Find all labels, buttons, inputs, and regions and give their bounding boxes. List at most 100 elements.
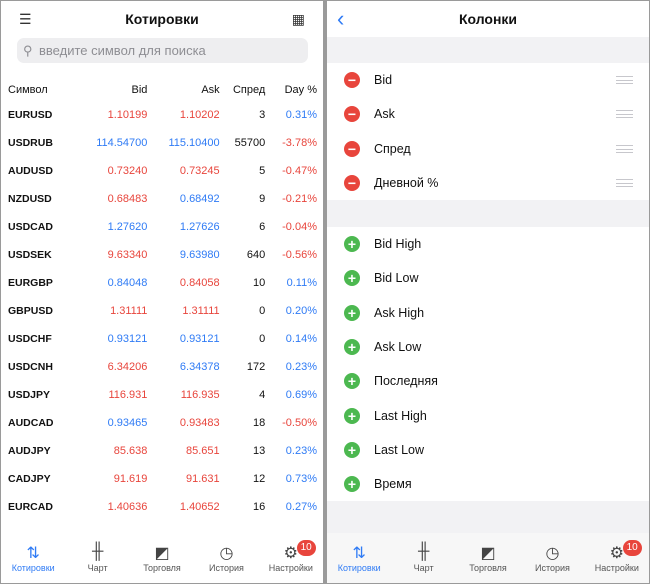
- table-row[interactable]: NZDUSD 0.68483 0.68492 9 -0.21%: [1, 185, 323, 213]
- available-column-item: + Last High: [327, 398, 649, 432]
- ask: 0.84058: [179, 277, 220, 289]
- remove-icon[interactable]: −: [344, 72, 360, 89]
- ask: 116.935: [180, 389, 220, 401]
- table-row[interactable]: EURUSD 1.10199 1.10202 3 0.31%: [1, 101, 323, 129]
- available-columns-list: + Bid High + Bid Low + Ask High + Ask Low + После…: [327, 227, 649, 502]
- column-label: Last High: [374, 408, 427, 423]
- symbol: USDCHF: [8, 333, 52, 345]
- bid: 6.34206: [107, 361, 148, 373]
- bid: 0.84048: [107, 277, 148, 289]
- drag-handle-icon[interactable]: [616, 110, 633, 119]
- table-row[interactable]: AUDJPY 85.638 85.651 13 0.23%: [1, 437, 323, 465]
- symbol: EURUSD: [8, 109, 53, 121]
- tab-gear[interactable]: ⚙ Настройки 10: [585, 533, 649, 583]
- available-column-item: + Время: [327, 467, 649, 501]
- quotes-header: ☰ Котировки ▦: [1, 1, 323, 37]
- column-label: Последняя: [374, 374, 438, 389]
- tab-label: История: [208, 563, 244, 573]
- tab-gear[interactable]: ⚙ Настройки 10: [259, 533, 323, 583]
- table-row[interactable]: USDCAD 1.27620 1.27626 6 -0.04%: [1, 213, 323, 241]
- column-label: Ask: [374, 107, 395, 122]
- bid: 0.68483: [107, 193, 148, 205]
- bid: 0.93465: [107, 417, 148, 429]
- ask: 115.10400: [168, 137, 220, 149]
- tab-history[interactable]: ◷ История: [194, 533, 258, 583]
- ask: 0.68492: [179, 193, 220, 205]
- table-row[interactable]: GBPUSD 1.31111 1.31111 0 0.20%: [1, 297, 323, 325]
- symbol: EURGBP: [8, 277, 53, 289]
- add-icon[interactable]: +: [344, 441, 360, 458]
- add-icon[interactable]: +: [344, 476, 360, 493]
- day-change: 0.23%: [285, 361, 317, 373]
- bid: 85.638: [113, 445, 148, 457]
- table-row[interactable]: USDCHF 0.93121 0.93121 0 0.14%: [1, 325, 323, 353]
- ask: 6.34378: [179, 361, 220, 373]
- spread: 4: [259, 389, 266, 401]
- col-symbol[interactable]: Символ: [8, 84, 48, 96]
- notification-badge: 10: [622, 540, 642, 556]
- columns-icon[interactable]: ▦: [291, 11, 305, 27]
- add-icon[interactable]: +: [344, 339, 360, 356]
- add-icon[interactable]: +: [344, 407, 360, 424]
- column-label: Время: [374, 477, 412, 492]
- day-change: 0.69%: [285, 389, 317, 401]
- column-label: Спред: [374, 141, 411, 156]
- remove-icon[interactable]: −: [344, 175, 360, 192]
- page-title: Колонки: [458, 11, 518, 27]
- remove-icon[interactable]: −: [344, 106, 360, 123]
- col-bid[interactable]: Bid: [131, 84, 148, 96]
- chart-icon: ╫: [417, 543, 430, 560]
- ask: 1.40652: [179, 501, 220, 513]
- ask: 0.93121: [179, 333, 220, 345]
- table-row[interactable]: USDSEK 9.63340 9.63980 640 -0.56%: [1, 241, 323, 269]
- trade-icon: ◩: [154, 545, 170, 562]
- ask: 0.73245: [179, 165, 220, 177]
- table-row[interactable]: EURGBP 0.84048 0.84058 10 0.11%: [1, 269, 323, 297]
- tab-quotes[interactable]: ⇅ Котировки: [327, 533, 391, 583]
- drag-handle-icon[interactable]: [616, 144, 633, 153]
- col-ask[interactable]: Ask: [201, 84, 220, 96]
- available-column-item: + Последняя: [327, 364, 649, 398]
- tab-label: Чарт: [413, 563, 434, 573]
- notification-badge: 10: [296, 540, 316, 556]
- day-change: 0.27%: [285, 501, 317, 513]
- table-row[interactable]: AUDUSD 0.73240 0.73245 5 -0.47%: [1, 157, 323, 185]
- columns-header: ‹ Колонки: [327, 1, 649, 37]
- drag-handle-icon[interactable]: [616, 178, 633, 187]
- add-icon[interactable]: +: [344, 373, 360, 390]
- tab-history[interactable]: ◷ История: [520, 533, 584, 583]
- add-icon[interactable]: +: [344, 270, 360, 287]
- history-icon: ◷: [545, 545, 560, 562]
- day-change: -0.50%: [282, 417, 317, 429]
- tab-chart[interactable]: ╫ Чарт: [391, 533, 455, 583]
- bid: 9.63340: [107, 249, 148, 261]
- tab-trade[interactable]: ◩ Торговля: [456, 533, 520, 583]
- search-input[interactable]: ⚲ введите символ для поиска: [17, 38, 308, 63]
- spread: 172: [246, 361, 266, 373]
- table-row[interactable]: USDRUB 114.54700 115.10400 55700 -3.78%: [1, 129, 323, 157]
- add-icon[interactable]: +: [344, 304, 360, 321]
- col-spread[interactable]: Спред: [232, 84, 266, 96]
- tab-trade[interactable]: ◩ Торговля: [130, 533, 194, 583]
- tab-quotes[interactable]: ⇅ Котировки: [1, 533, 65, 583]
- tab-chart[interactable]: ╫ Чарт: [65, 533, 129, 583]
- col-day[interactable]: Day %: [284, 84, 317, 96]
- table-row[interactable]: EURCAD 1.40636 1.40652 16 0.27%: [1, 493, 323, 521]
- add-icon[interactable]: +: [344, 236, 360, 253]
- table-row[interactable]: USDJPY 116.931 116.935 4 0.69%: [1, 381, 323, 409]
- column-label: Last Low: [374, 442, 425, 457]
- table-row[interactable]: AUDCAD 0.93465 0.93483 18 -0.50%: [1, 409, 323, 437]
- table-row[interactable]: USDCNH 6.34206 6.34378 172 0.23%: [1, 353, 323, 381]
- chevron-left-icon[interactable]: ‹: [337, 6, 345, 31]
- spread: 9: [259, 193, 266, 205]
- day-change: 0.14%: [285, 333, 317, 345]
- table-row[interactable]: CADJPY 91.619 91.631 12 0.73%: [1, 465, 323, 493]
- symbol: USDCNH: [8, 361, 53, 373]
- tab-label: Котировки: [337, 563, 381, 573]
- remove-icon[interactable]: −: [344, 140, 360, 157]
- list-icon[interactable]: ☰: [19, 11, 32, 27]
- symbol: USDRUB: [8, 137, 53, 149]
- drag-handle-icon[interactable]: [616, 76, 633, 84]
- quotes-table: Символ Bid Ask Спред Day % EURUSD 1.1019…: [1, 79, 323, 521]
- symbol: NZDUSD: [8, 193, 52, 205]
